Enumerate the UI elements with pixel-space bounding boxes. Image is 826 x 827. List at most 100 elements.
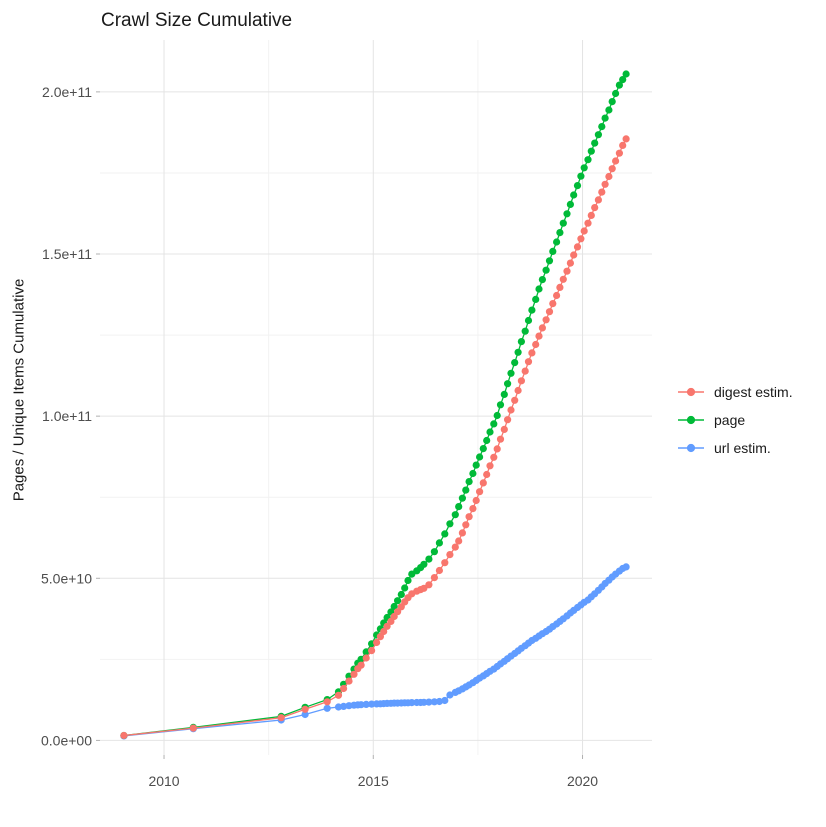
data-point <box>472 496 480 505</box>
data-point <box>524 358 533 366</box>
data-point <box>357 661 365 669</box>
data-point <box>591 204 599 212</box>
data-point <box>500 390 508 398</box>
data-point <box>549 300 557 308</box>
data-point <box>622 563 630 571</box>
legend-item-digest-estim: digest estim. <box>678 378 793 406</box>
data-point <box>446 551 454 559</box>
data-point <box>493 411 501 420</box>
legend-key-page-icon <box>678 415 704 425</box>
data-point <box>615 81 624 89</box>
data-point <box>608 165 616 173</box>
data-point <box>559 275 567 283</box>
chart-title: Crawl Size Cumulative <box>101 10 293 31</box>
data-point <box>189 724 197 732</box>
data-point <box>465 478 473 486</box>
data-point <box>408 699 416 707</box>
data-point <box>446 691 454 699</box>
data-point <box>458 529 466 537</box>
data-point <box>394 608 402 616</box>
data-point <box>441 530 449 538</box>
data-point <box>532 295 540 303</box>
data-point <box>420 560 428 568</box>
data-point <box>511 359 519 367</box>
data-point <box>577 235 585 243</box>
data-point <box>605 106 613 114</box>
data-point <box>612 157 620 165</box>
data-point <box>594 131 603 139</box>
data-point <box>334 691 343 699</box>
data-point <box>511 396 519 404</box>
data-point <box>465 513 473 521</box>
data-point <box>608 98 616 106</box>
data-point <box>566 200 575 208</box>
data-point <box>451 511 459 519</box>
data-point <box>441 559 449 567</box>
y-tick-label: 2.0e+11 <box>42 84 92 100</box>
data-point <box>622 135 630 143</box>
data-point <box>538 276 547 284</box>
data-point <box>435 697 443 706</box>
data-point <box>605 172 613 181</box>
data-point <box>394 597 402 605</box>
data-point <box>368 647 376 655</box>
data-point <box>532 340 540 349</box>
data-point <box>435 566 443 575</box>
data-point <box>425 555 433 563</box>
x-tick-label: 2010 <box>148 773 179 789</box>
data-point <box>570 251 578 259</box>
data-point <box>451 543 459 551</box>
data-point <box>486 462 494 470</box>
data-point <box>376 633 384 641</box>
data-point <box>301 705 309 713</box>
data-point <box>490 420 498 428</box>
x-tick-label: 2020 <box>567 773 598 789</box>
data-point <box>483 470 491 479</box>
data-point <box>535 332 543 340</box>
data-point <box>500 425 508 433</box>
data-point <box>486 428 494 436</box>
data-point <box>441 696 449 705</box>
data-point <box>587 147 595 155</box>
legend-item-url-estim: url estim. <box>678 434 793 462</box>
data-point <box>580 227 588 235</box>
data-point <box>476 488 484 496</box>
y-tick-label: 1.5e+11 <box>42 246 92 262</box>
data-point <box>504 380 512 388</box>
data-point <box>357 701 365 709</box>
data-point <box>545 257 554 265</box>
data-point <box>556 283 564 291</box>
data-point <box>462 486 470 494</box>
data-point <box>570 191 578 199</box>
data-point <box>362 648 370 656</box>
series-page <box>120 70 630 740</box>
data-point <box>479 479 487 487</box>
data-point <box>580 164 588 172</box>
data-point <box>362 700 370 709</box>
data-point <box>556 229 564 237</box>
data-point <box>528 306 536 314</box>
data-point <box>549 247 557 255</box>
data-point <box>350 670 358 678</box>
x-tick-label: 2015 <box>358 773 389 789</box>
data-point <box>469 469 477 478</box>
data-point <box>504 416 512 424</box>
data-point <box>517 338 526 346</box>
series-digest-estim <box>120 135 630 740</box>
data-point <box>455 537 463 545</box>
data-point <box>601 114 609 122</box>
legend-item-page: page <box>678 406 793 434</box>
legend-label: url estim. <box>714 440 771 456</box>
data-point <box>277 714 285 722</box>
series-line <box>123 138 627 737</box>
data-point <box>594 196 603 204</box>
data-point <box>514 386 522 395</box>
data-point <box>401 584 409 592</box>
axis-tick-labels: 2010 2015 2020 0.0e+00 5.0e+10 1.0e+11 1.5e+11… <box>41 84 598 789</box>
legend-label: digest estim. <box>714 384 793 400</box>
data-point <box>553 238 561 246</box>
gridlines-minor <box>100 40 652 755</box>
data-point <box>521 367 529 375</box>
